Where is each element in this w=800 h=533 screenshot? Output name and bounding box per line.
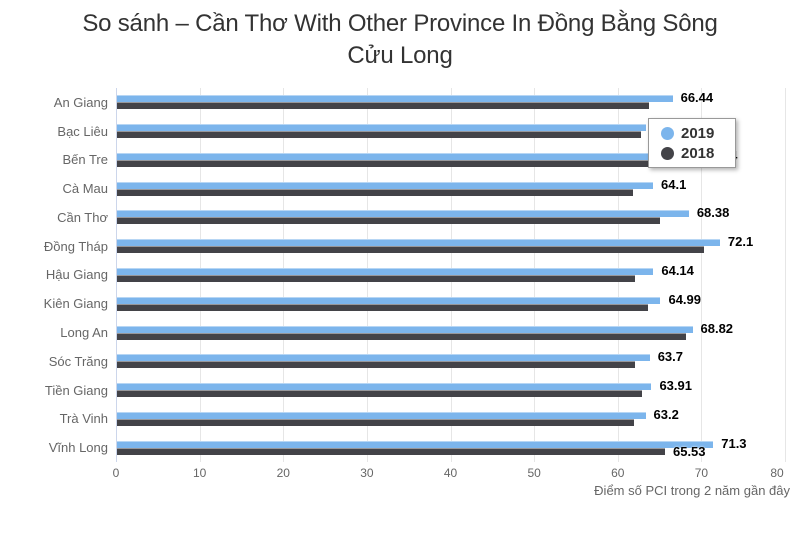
- bar-2018-tien-giang[interactable]: [117, 390, 643, 398]
- category-label-vinh-long: Vĩnh Long: [48, 440, 108, 456]
- data-label-2019-ca-mau: 64.1: [661, 176, 687, 192]
- category-label-ca-mau: Cà Mau: [62, 181, 108, 197]
- bar-row-hau-giang: 64.14: [117, 261, 786, 290]
- data-label-2019-tien-giang: 63.91: [659, 378, 692, 394]
- data-label-2019-hau-giang: 64.14: [661, 262, 694, 278]
- value-tick-label-80: 80: [770, 466, 784, 480]
- plot-area: 66.4463.269.3464.168.3872.164.1464.9968.…: [116, 88, 786, 462]
- data-label-2019-an-giang: 66.44: [680, 90, 714, 106]
- value-tick-label-0: 0: [112, 466, 120, 480]
- value-tick-label-30: 30: [360, 466, 374, 480]
- value-tick-label-50: 50: [527, 466, 541, 480]
- legend-marker-icon-2019: [661, 126, 674, 140]
- value-axis-labels: 0 10 20 30 40 50 60 70 80: [112, 465, 785, 481]
- bar-row-kien-giang: 64.99: [117, 289, 786, 318]
- chart-title-text: So sánh – Cần Thơ With Other Province In…: [82, 10, 718, 69]
- legend-marker-icon-2018: [661, 146, 674, 160]
- value-tick-label-20: 20: [276, 466, 290, 480]
- category-label-tien-giang: Tiền Giang: [44, 382, 108, 398]
- legend-item-2018[interactable]: 2018: [661, 145, 735, 162]
- category-label-hau-giang: Hậu Giang: [45, 267, 108, 283]
- category-label-long-an: Long An: [60, 325, 108, 341]
- bar-2018-bac-lieu[interactable]: [117, 131, 642, 139]
- bar-row--ong-thap: 72.1: [117, 232, 786, 261]
- bar-2019--ong-thap[interactable]: [117, 239, 720, 247]
- gridline: [785, 88, 786, 462]
- bar-2019-soc-trang[interactable]: [117, 354, 650, 362]
- bar-row-long-an: 68.82: [117, 318, 786, 347]
- bar-2019-ben-tre[interactable]: [117, 152, 697, 160]
- gridline: [701, 88, 703, 462]
- bar-2018-vinh-long[interactable]: [117, 447, 665, 455]
- legend-label-2018: 2018: [681, 144, 715, 162]
- bar-2019-long-an[interactable]: [117, 325, 693, 333]
- bar-row-ca-mau: 64.1: [117, 174, 786, 203]
- bar-2019-tra-vinh[interactable]: [117, 411, 646, 419]
- bar-2019-an-giang[interactable]: [117, 95, 673, 103]
- data-label-2019-vinh-long: 71.3: [721, 435, 747, 451]
- bar-2018-hau-giang[interactable]: [117, 274, 636, 282]
- category-label-kien-giang: Kiên Giang: [43, 296, 108, 312]
- data-label-2019--ong-thap: 72.1: [727, 234, 754, 250]
- bar-row-an-giang: 66.44: [117, 88, 786, 117]
- value-tick-label-60: 60: [611, 466, 625, 480]
- bar-2019-tien-giang[interactable]: [117, 383, 652, 391]
- bar-2018--ong-thap[interactable]: [117, 246, 704, 254]
- bar-2018-tra-vinh[interactable]: [117, 418, 634, 426]
- legend-item-2019[interactable]: 2019: [661, 125, 735, 142]
- bar-row-vinh-long: 71.3 65.53: [117, 433, 786, 462]
- bar-2019-vinh-long[interactable]: [117, 440, 714, 448]
- bar-2019-ca-mau[interactable]: [117, 181, 654, 189]
- legend-label-2019: 2019: [681, 124, 715, 142]
- data-label-2019-soc-trang: 63.7: [657, 349, 683, 365]
- category-label-ben-tre: Bến Tre: [62, 152, 108, 168]
- category-label-soc-trang: Sóc Trăng: [48, 353, 108, 369]
- bar-2019-bac-lieu[interactable]: [117, 124, 646, 132]
- category-label-tra-vinh: Trà Vinh: [59, 411, 108, 427]
- bar-2018-soc-trang[interactable]: [117, 361, 635, 369]
- data-label-2019-kien-giang: 64.99: [668, 291, 702, 307]
- bar-row-soc-trang: 63.7: [117, 347, 786, 376]
- bar-2019-can-tho[interactable]: [117, 210, 689, 218]
- bar-row-tra-vinh: 63.2: [117, 404, 786, 433]
- bar-2019-kien-giang[interactable]: [117, 296, 661, 304]
- category-label-bac-lieu: Bạc Liêu: [57, 123, 108, 139]
- bar-2018-ben-tre[interactable]: [117, 159, 683, 167]
- bar-2018-ca-mau[interactable]: [117, 188, 634, 196]
- data-label-2019-tra-vinh: 63.2: [653, 406, 679, 422]
- bar-2018-can-tho[interactable]: [117, 217, 661, 225]
- data-label-2019-long-an: 68.82: [700, 320, 734, 336]
- category-label-can-tho: Cần Thơ: [57, 209, 108, 225]
- data-label-2019-can-tho: 68.38: [696, 205, 730, 221]
- value-tick-label-40: 40: [443, 466, 458, 480]
- value-axis-title: Điểm số PCI trong 2 năm gần đây: [594, 483, 790, 498]
- category-label-an-giang: An Giang: [53, 94, 108, 110]
- data-label-2018-vinh-long: 65.53: [672, 443, 706, 459]
- bar-2018-long-an[interactable]: [117, 332, 687, 340]
- bar-2018-kien-giang[interactable]: [117, 303, 649, 311]
- value-tick-label-10: 10: [192, 466, 207, 480]
- bar-2018-an-giang[interactable]: [117, 102, 650, 110]
- bar-row-tien-giang: 63.91: [117, 376, 786, 405]
- bar-2019-hau-giang[interactable]: [117, 268, 654, 275]
- chart-title: So sánh – Cần Thơ With Other Province In…: [0, 8, 800, 72]
- legend: 2019 2018: [648, 118, 736, 168]
- value-tick-label-70: 70: [694, 466, 709, 480]
- bar-row-can-tho: 68.38: [117, 203, 786, 232]
- category-axis: An Giang Bạc Liêu Bến Tre Cà Mau Cần Thơ Đồng…: [0, 88, 108, 462]
- category-label--ong-thap: Đồng Tháp: [43, 238, 108, 254]
